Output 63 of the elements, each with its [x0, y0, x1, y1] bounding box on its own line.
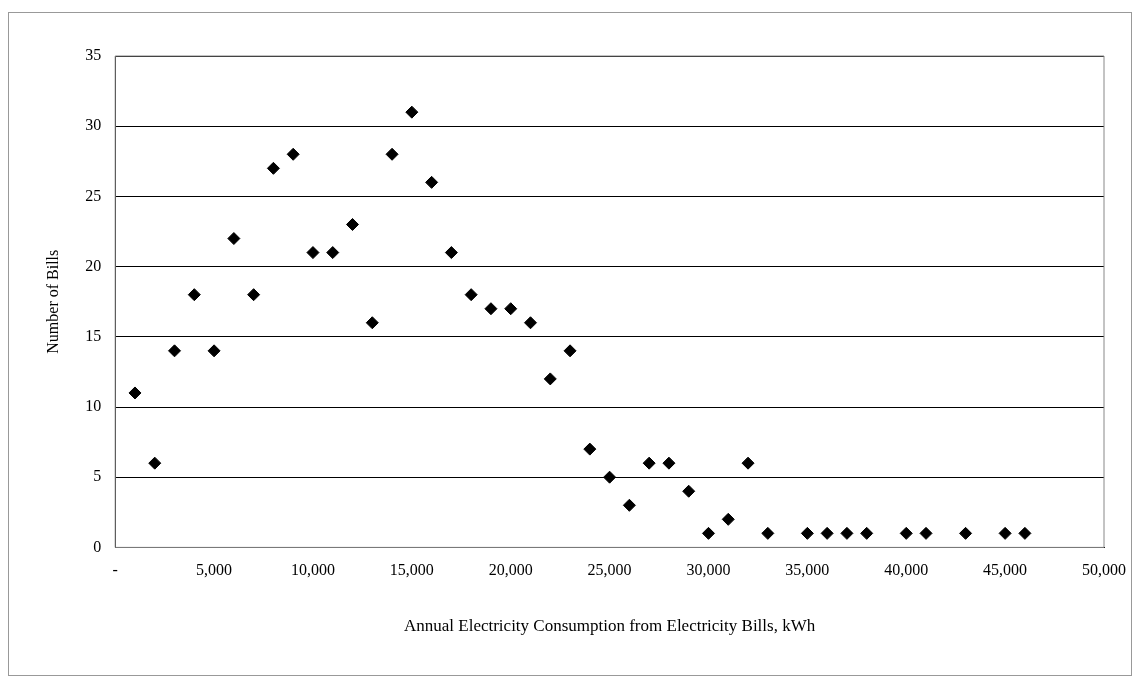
point [741, 456, 755, 470]
point [444, 246, 458, 260]
point [128, 386, 142, 400]
y-tick-label: 0 [93, 537, 102, 555]
point [622, 498, 636, 512]
point [642, 456, 656, 470]
point [840, 526, 854, 540]
point [425, 175, 439, 189]
point [326, 246, 340, 260]
x-tick-label: 10,000 [290, 561, 335, 579]
y-axis-title: Number of Bills [43, 249, 61, 354]
point [662, 456, 676, 470]
x-axis-title: Annual Electricity Consumption from Electricity Bills, kWh [403, 616, 816, 636]
y-tick-label: 30 [85, 116, 102, 134]
y-tick-label: 5 [93, 467, 102, 485]
x-tick-label: - [112, 561, 118, 579]
point [346, 217, 360, 231]
y-tick-label: 35 [85, 46, 102, 64]
point [484, 302, 498, 316]
x-tick-label: 40,000 [884, 561, 929, 579]
point [583, 442, 597, 456]
y-tick-label: 20 [85, 256, 102, 274]
point [603, 470, 617, 484]
x-tick-label: 15,000 [389, 561, 434, 579]
x-tick-label: 5,000 [196, 561, 233, 579]
x-tick-label: 30,000 [686, 561, 731, 579]
point [187, 288, 201, 302]
point [148, 456, 162, 470]
point [899, 526, 913, 540]
point [385, 147, 399, 161]
y-tick-label: 25 [85, 186, 102, 204]
point [563, 344, 577, 358]
x-tick-label: 35,000 [785, 561, 830, 579]
point [998, 526, 1012, 540]
point [543, 372, 557, 386]
point [504, 302, 518, 316]
point [919, 526, 933, 540]
point [286, 147, 300, 161]
point [227, 232, 241, 246]
point [800, 526, 814, 540]
point [820, 526, 834, 540]
y-tick-label: 15 [85, 327, 102, 344]
point [761, 526, 775, 540]
point [365, 316, 379, 330]
x-tick-label: 25,000 [587, 561, 632, 579]
point [405, 105, 419, 119]
point [1018, 526, 1032, 540]
point [860, 526, 874, 540]
point [464, 288, 478, 302]
x-tick-label: 50,000 [1082, 561, 1126, 579]
point [266, 161, 280, 175]
point [721, 512, 735, 526]
point [959, 526, 973, 540]
point [247, 288, 261, 302]
x-tick-label: 45,000 [983, 561, 1028, 579]
point [207, 344, 221, 358]
point [701, 526, 715, 540]
x-tick-label: 20,000 [488, 561, 533, 579]
point [168, 344, 182, 358]
y-tick-label: 10 [85, 397, 102, 415]
point [306, 246, 320, 260]
point [524, 316, 537, 330]
point [682, 484, 696, 498]
